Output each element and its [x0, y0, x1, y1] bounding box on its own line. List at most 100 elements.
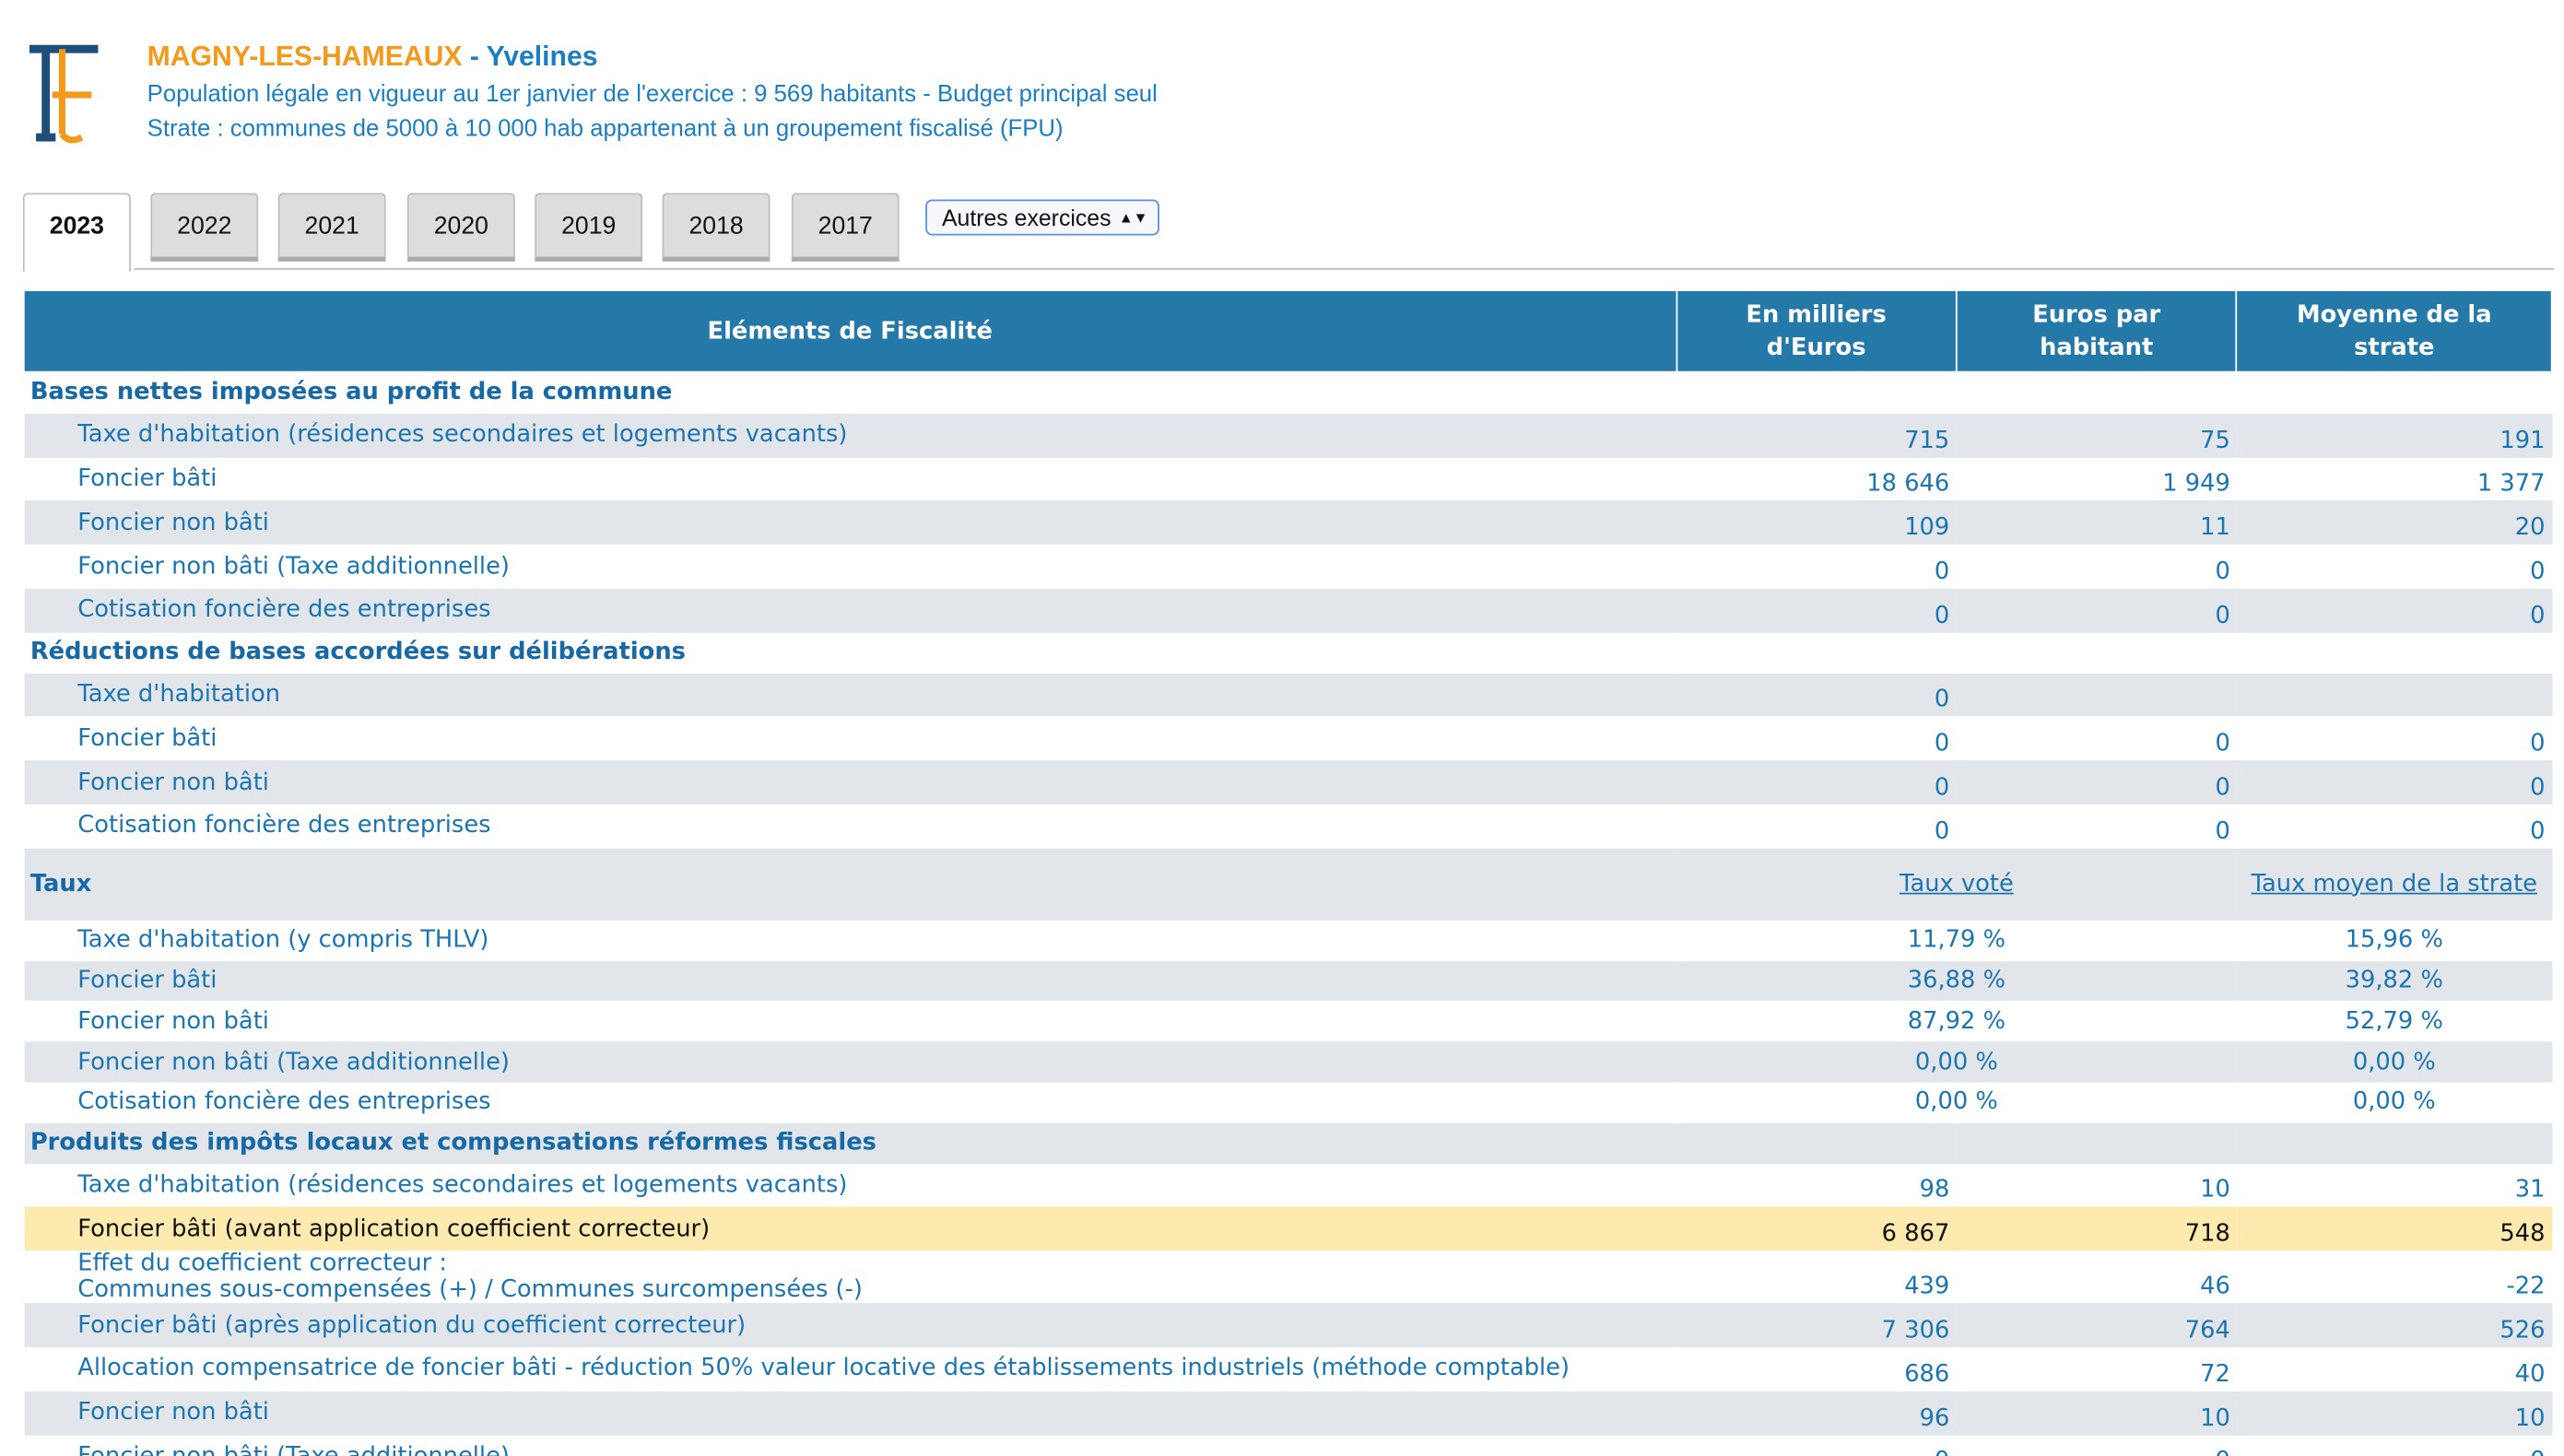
value-cell: 0 [2215, 603, 2230, 629]
data-row: Cotisation foncière des entreprises 0,00 … [24, 1082, 2552, 1122]
row-label: Foncier non bâti (Taxe additionnelle) [77, 1049, 510, 1075]
data-row: Cotisation foncière des entreprises 0 0 0 [23, 588, 2552, 633]
rate-value: 0,00 % [1914, 1089, 1998, 1116]
value-cell: 0 [1956, 1435, 2237, 1456]
column-header: Moyenne de la strate [2236, 289, 2553, 373]
strate: Strate : communes de 5000 à 10 000 hab a… [147, 115, 1064, 143]
rate-value: 0,00 % [2352, 1049, 2436, 1075]
population: Population légale en vigueur au 1er janv… [147, 81, 1158, 109]
rate-link[interactable]: Taux voté [1899, 871, 2014, 898]
data-row: Foncier bâti (avant application coeffici… [23, 1206, 2552, 1251]
rate-column-header: Taux voté [1676, 848, 2237, 920]
value-cell: 0 [1934, 603, 1950, 629]
data-row: Foncier bâti 0 0 0 [24, 717, 2552, 761]
data-row: Foncier bâti 18 646 1 949 1 377 [24, 457, 2552, 501]
value-cell: 7 306 [1881, 1317, 1950, 1344]
empty-cell [1956, 372, 2237, 414]
data-row: Taxe d'habitation 0 [23, 673, 2552, 717]
section-title: Réductions de bases accordées sur délibé… [29, 640, 686, 666]
row-label: Foncier non bâti [77, 1399, 269, 1427]
row-label: Foncier bâti [77, 968, 218, 994]
section-row: Réductions de bases accordées sur délibé… [24, 632, 2552, 673]
value-cell: 20 [2514, 515, 2546, 542]
row-label: Taxe d'habitation (résidences secondaire… [77, 422, 848, 449]
year-tab[interactable]: 2021 [277, 193, 386, 262]
column-header: En milliers d'Euros [1675, 289, 1958, 373]
logo [29, 44, 99, 144]
value-cell: 109 [1904, 515, 1950, 542]
rate-link[interactable]: Taux moyen de la strate [2251, 871, 2538, 898]
row-label: Foncier bâti (avant application coeffici… [77, 1215, 711, 1242]
value-cell: 18 646 [1866, 471, 1950, 499]
rate-value: 36,88 % [1907, 968, 2006, 994]
section-title: Taux [29, 871, 92, 898]
empty-cell [2237, 372, 2552, 414]
row-label: Effet du coefficient correcteur : Commun… [77, 1251, 863, 1304]
empty-cell [1676, 372, 1957, 414]
year-tab[interactable]: 2022 [150, 193, 259, 262]
value-cell: 0 [2215, 774, 2230, 802]
data-row: Foncier non bâti 96 10 10 [23, 1391, 2552, 1435]
row-label: Cotisation foncière des entreprises [77, 1089, 491, 1116]
year-tab[interactable]: 2017 [791, 193, 900, 262]
value-cell: 0 [2530, 774, 2546, 802]
data-row: Taxe d'habitation (résidences secondaire… [23, 413, 2552, 458]
rate-value: 87,92 % [1907, 1008, 2006, 1035]
value-cell: 0 [2530, 731, 2546, 757]
value-cell: 0 [1934, 731, 1950, 757]
value-cell: 0 [2530, 558, 2546, 586]
row-label: Taxe d'habitation (résidences secondaire… [77, 1171, 848, 1199]
value-cell: 0 [2215, 558, 2230, 586]
select-label: Autres exercices [941, 204, 1111, 231]
section-row: Bases nettes imposées au profit de la co… [24, 372, 2552, 414]
value-cell: 0 [1934, 558, 1950, 586]
column-header: Euros par habitant [1955, 289, 2238, 373]
rate-value: 15,96 % [2345, 927, 2443, 954]
row-label: Foncier bâti (après application du coeff… [77, 1311, 747, 1339]
data-row: Allocation compensatrice de foncier bâti… [24, 1347, 2552, 1391]
value-cell: 1 949 [2162, 471, 2230, 499]
value-cell: 72 [2200, 1361, 2230, 1388]
row-label: Foncier non bâti [77, 510, 269, 536]
value-cell: 718 [2184, 1221, 2230, 1248]
value-cell: 0 [2215, 731, 2230, 757]
value-cell: -22 [2506, 1274, 2546, 1300]
row-label: Foncier non bâti [77, 769, 269, 796]
value-cell: 548 [2499, 1221, 2546, 1248]
table-body: Bases nettes imposées au profit de la co… [23, 372, 2552, 1456]
header-row: Eléments de Fiscalité En milliers d'Euros… [22, 289, 2553, 373]
year-tab[interactable]: 2023 [22, 193, 131, 272]
empty-cell [2237, 632, 2552, 673]
data-row: Foncier non bâti 109 11 20 [23, 500, 2552, 546]
section-row: Taux Taux voté Taux moyen de la strate [23, 848, 2552, 921]
data-row: Foncier non bâti (Taxe additionnelle) 0,0… [23, 1041, 2552, 1083]
data-row: Foncier non bâti (Taxe additionnelle) 0 0 0 [24, 545, 2552, 589]
section-title: Produits des impôts locaux et compensati… [29, 1130, 876, 1157]
row-label: Cotisation foncière des entreprises [77, 813, 491, 840]
value-cell: 98 [1919, 1178, 1950, 1204]
rate-value: 0,00 % [1914, 1049, 1998, 1075]
year-tab[interactable]: 2018 [662, 193, 770, 262]
year-tab[interactable]: 2020 [406, 193, 515, 262]
commune: MAGNY-LES-HAMEAUX [147, 41, 463, 73]
rate-column-header: Taux moyen de la strate [2237, 848, 2552, 920]
empty-cell [2237, 1122, 2552, 1163]
row-label: Foncier bâti [77, 465, 218, 493]
value-cell: 1 377 [2476, 471, 2546, 499]
data-row: Effet du coefficient correcteur : Commun… [24, 1251, 2552, 1304]
row-label: Foncier non bâti (Taxe additionnelle) [77, 553, 510, 581]
value-cell: 31 [2514, 1178, 2546, 1204]
row-label: Taxe d'habitation [77, 681, 281, 709]
value-cell: 46 [2200, 1274, 2230, 1300]
value-cell: 0 [1934, 687, 1950, 714]
value-cell: 764 [2184, 1317, 2230, 1344]
value-cell: 96 [1919, 1404, 1950, 1432]
title: MAGNY-LES-HAMEAUX - Yvelines [147, 41, 598, 73]
year-tab[interactable]: 2019 [535, 193, 643, 262]
row-label: Taxe d'habitation (y compris THLV) [77, 927, 489, 954]
year-select[interactable]: Autres exercices ▲▼ [925, 199, 1159, 236]
empty-cell [1676, 1122, 1957, 1163]
value-cell: 11 [2200, 515, 2230, 542]
fiscal-table: Eléments de Fiscalité En milliers d'Euros… [22, 289, 2553, 1456]
